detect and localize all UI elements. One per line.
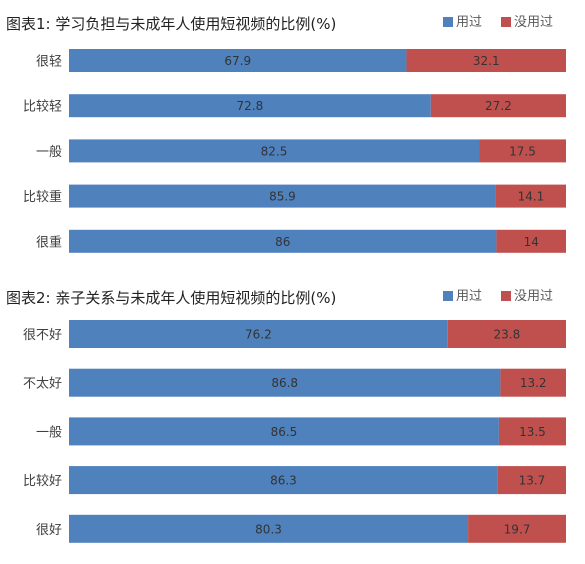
- data-label-used: 86.5: [271, 425, 298, 439]
- data-label-used: 85.9: [269, 190, 296, 204]
- legend-swatch-used: [443, 291, 453, 301]
- bar-used: [69, 94, 431, 118]
- legend-swatch-not-used: [501, 291, 511, 301]
- data-label-used: 80.3: [255, 522, 282, 536]
- data-label-not-used: 13.7: [519, 474, 546, 488]
- bar-used: [69, 320, 448, 348]
- data-label-not-used: 13.5: [519, 425, 546, 439]
- bar-used: [69, 229, 497, 253]
- category-label: 比较重: [23, 189, 62, 205]
- legend-label-used: 用过: [456, 289, 482, 304]
- data-label-used: 86.3: [270, 474, 297, 488]
- category-label: 比较轻: [23, 100, 62, 115]
- bar-not-used: [496, 229, 566, 253]
- data-label-not-used: 14: [524, 235, 539, 249]
- category-label: 一般: [36, 144, 62, 160]
- chart-title: 图表1: 学习负担与未成年人使用短视频的比例(%): [6, 15, 336, 33]
- bar-used: [69, 139, 480, 163]
- category-label: 不太好: [23, 377, 62, 392]
- category-label: 很轻: [36, 55, 62, 70]
- bar-used: [69, 49, 407, 72]
- bar-not-used: [497, 466, 566, 495]
- bar-not-used: [479, 139, 566, 163]
- bar-not-used: [468, 514, 566, 543]
- bar-used: [69, 514, 469, 543]
- bar-not-used: [498, 417, 566, 446]
- category-label: 一般: [36, 424, 62, 440]
- data-label-used: 82.5: [261, 144, 288, 158]
- data-label-not-used: 17.5: [509, 144, 536, 158]
- bar-used: [69, 368, 501, 397]
- data-label-used: 76.2: [245, 328, 272, 342]
- legend-swatch-used: [443, 17, 453, 27]
- data-label-used: 72.8: [237, 99, 264, 113]
- data-label-not-used: 27.2: [485, 99, 512, 113]
- legend-swatch-not-used: [501, 17, 511, 27]
- category-label: 很不好: [23, 328, 62, 343]
- data-label-not-used: 32.1: [473, 54, 500, 68]
- bar-not-used: [495, 184, 566, 208]
- bar-not-used: [500, 368, 566, 397]
- data-label-not-used: 13.2: [520, 376, 547, 390]
- legend-label-not-used: 没用过: [514, 15, 553, 30]
- data-label-used: 86: [275, 235, 290, 249]
- data-label-used: 67.9: [224, 54, 251, 68]
- bar-not-used: [406, 49, 566, 72]
- category-label: 很重: [36, 234, 62, 250]
- bar-used: [69, 184, 496, 208]
- data-label-used: 86.8: [271, 376, 298, 390]
- legend-label-used: 用过: [456, 15, 482, 30]
- bar-not-used: [430, 94, 566, 118]
- category-label: 比较好: [23, 474, 62, 489]
- bar-not-used: [447, 320, 566, 348]
- legend-label-not-used: 没用过: [514, 289, 553, 304]
- bar-used: [69, 417, 499, 446]
- data-label-not-used: 23.8: [493, 328, 520, 342]
- category-label: 很好: [36, 523, 62, 538]
- bar-used: [69, 466, 498, 495]
- chart-title: 图表2: 亲子关系与未成年人使用短视频的比例(%): [6, 289, 336, 307]
- data-label-not-used: 14.1: [518, 190, 545, 204]
- data-label-not-used: 19.7: [504, 522, 531, 536]
